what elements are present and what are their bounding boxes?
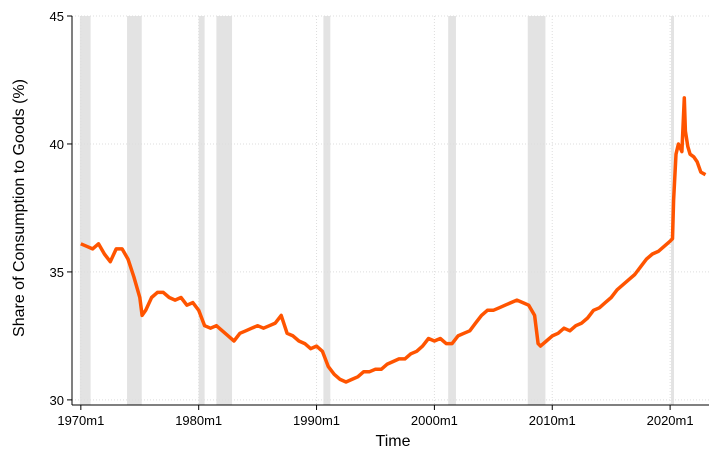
y-axis-title: Share of Consumption to Goods (%) (11, 79, 28, 337)
recession-shade (448, 16, 456, 405)
y-tick-label: 45 (50, 9, 64, 24)
recession-shade (216, 16, 233, 405)
y-tick-label: 40 (50, 137, 64, 152)
recession-shade (323, 16, 331, 405)
x-tick-label: 1980m1 (175, 413, 222, 428)
recession-shade (198, 16, 205, 405)
x-tick-label: 2020m1 (647, 413, 694, 428)
x-tick-label: 1990m1 (293, 413, 340, 428)
y-tick-label: 35 (50, 265, 64, 280)
recession-shade (79, 16, 91, 405)
recession-shade (127, 16, 142, 405)
x-tick-label: 1970m1 (57, 413, 104, 428)
x-tick-label: 2010m1 (529, 413, 576, 428)
y-tick-label: 30 (50, 393, 64, 408)
x-axis-title: Time (376, 433, 411, 450)
x-tick-label: 2000m1 (411, 413, 458, 428)
data-line (80, 96, 707, 384)
recession-shade (527, 16, 546, 405)
